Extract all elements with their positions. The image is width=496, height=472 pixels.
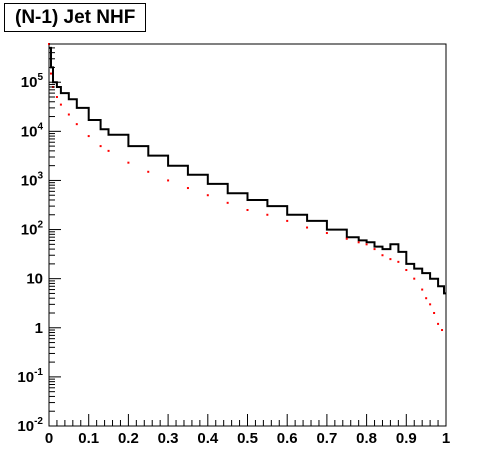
y-tick-label: 104 (21, 121, 44, 140)
x-tick-label: 0.5 (237, 430, 258, 447)
x-tick-label: 0.3 (158, 430, 179, 447)
series-red-marker (127, 161, 130, 164)
plot-area-border (48, 43, 447, 427)
series-red-marker (325, 232, 328, 235)
y-tick-label: 105 (21, 72, 44, 91)
series-red-marker (306, 226, 309, 229)
series-red-marker (429, 303, 432, 306)
x-tick-label: 0.4 (197, 430, 219, 447)
ticks-layer (48, 43, 447, 427)
tick-labels-layer: 0 0.1 0.2 0.3 0.4 0.5 0.6 0.7 0.8 0.9 1 10-2 10-1 1 10… (17, 72, 450, 447)
series-red-marker (75, 123, 78, 126)
series-red-marker (421, 288, 424, 291)
series-red-marker (49, 72, 52, 75)
series-red-marker (55, 96, 58, 99)
series-red-marker (59, 103, 62, 106)
series-red-marker (206, 194, 209, 197)
x-tick-label: 0 (45, 430, 53, 447)
y-tick-label: 10-1 (17, 367, 43, 386)
x-tick-label: 0.1 (78, 430, 99, 447)
series-layer (48, 43, 446, 332)
y-tick-label: 102 (21, 220, 44, 239)
y-tick-label: 103 (21, 170, 44, 189)
series-red-marker (357, 241, 360, 244)
series-red-marker (425, 297, 428, 300)
series-red-marker (365, 243, 368, 246)
plot-frame (48, 43, 447, 427)
series-red-marker (226, 201, 229, 204)
y-tick-label: 10-2 (17, 416, 43, 435)
y-tick-label: 1 (35, 320, 43, 337)
series-red-marker (433, 311, 436, 314)
series-red-marker (107, 149, 110, 152)
series-red-marker (389, 258, 392, 261)
series-red-marker (373, 248, 376, 251)
series-red-marker (186, 187, 189, 190)
x-tick-label: 0.9 (396, 430, 417, 447)
series-red-marker (147, 170, 150, 173)
x-tick-label: 0.6 (277, 430, 298, 447)
x-tick-label: 1 (442, 430, 450, 447)
x-tick-label: 0.7 (316, 430, 337, 447)
series-red-marker (397, 260, 400, 263)
series-red-marker (441, 329, 444, 332)
series-red-marker (437, 322, 440, 325)
series-red-marker (345, 237, 348, 240)
series-red-marker (87, 135, 90, 138)
x-tick-label: 0.8 (356, 430, 377, 447)
series-red-marker (286, 219, 289, 222)
chart-title-box: (N-1) Jet NHF (4, 3, 147, 32)
series-red-marker (67, 113, 70, 116)
y-tick-label: 10 (26, 271, 43, 288)
series-red-marker (99, 145, 102, 148)
series-red-marker (266, 213, 269, 216)
series-red-marker (381, 254, 384, 257)
series-red-marker (246, 209, 249, 212)
x-tick-label: 0.2 (118, 430, 139, 447)
series-black-step-line (49, 46, 446, 295)
series-red-marker (167, 179, 170, 182)
series-red-marker (413, 277, 416, 280)
series-red-marker (405, 269, 408, 272)
chart-title: (N-1) Jet NHF (15, 6, 136, 28)
